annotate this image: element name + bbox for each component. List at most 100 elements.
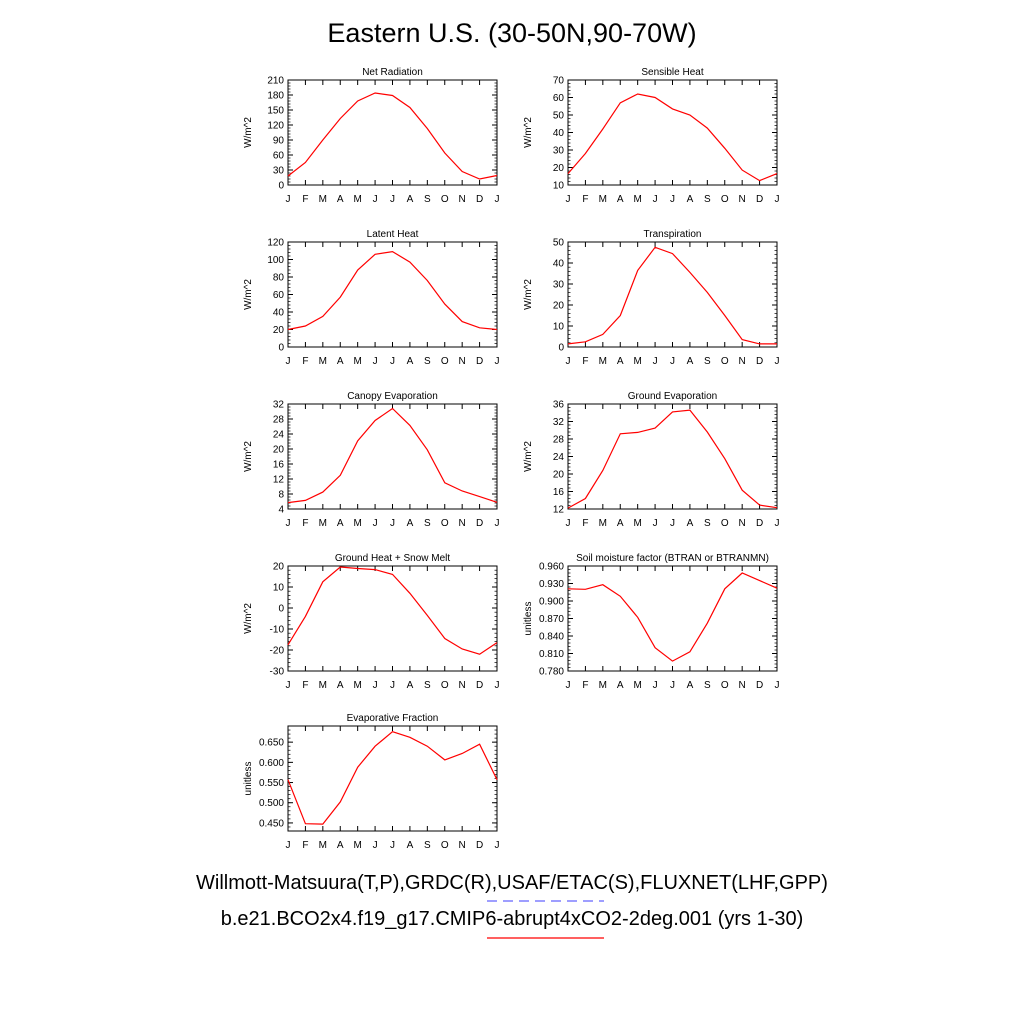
x-tick-label: J	[653, 518, 658, 529]
x-tick-label: A	[687, 194, 694, 205]
x-tick-label: J	[653, 680, 658, 691]
x-tick-label: A	[407, 518, 414, 529]
x-tick-label: M	[633, 194, 641, 205]
x-tick-label: A	[407, 840, 414, 851]
x-tick-label: S	[704, 194, 711, 205]
x-tick-label: A	[337, 840, 344, 851]
x-tick-label: J	[286, 840, 291, 851]
x-tick-label: O	[441, 680, 449, 691]
y-tick-label: 90	[273, 136, 285, 147]
x-tick-label: A	[337, 194, 344, 205]
panel-frame	[567, 565, 778, 672]
panel-title: Net Radiation	[362, 67, 423, 78]
x-tick-label: N	[739, 680, 746, 691]
x-tick-label: M	[319, 356, 327, 367]
x-tick-label: D	[476, 518, 483, 529]
y-tick-label: 0.900	[539, 597, 564, 608]
y-tick-label: 30	[553, 146, 565, 157]
y-tick-label: 8	[278, 490, 284, 501]
y-tick-label: -10	[270, 625, 285, 636]
y-tick-label: 20	[273, 562, 285, 573]
x-tick-label: N	[459, 840, 466, 851]
x-tick-label: S	[424, 194, 431, 205]
x-tick-label: A	[337, 518, 344, 529]
x-tick-label: D	[756, 194, 763, 205]
x-tick-label: M	[319, 518, 327, 529]
x-tick-label: F	[302, 518, 308, 529]
x-tick-label: M	[599, 356, 607, 367]
x-tick-label: O	[721, 356, 729, 367]
y-tick-label: 0.840	[539, 632, 564, 643]
y-tick-label: 30	[553, 280, 565, 291]
x-tick-label: A	[617, 680, 624, 691]
y-axis-label: W/m^2	[523, 279, 534, 310]
x-tick-label: J	[566, 194, 571, 205]
x-tick-label: A	[337, 680, 344, 691]
series-line	[287, 407, 498, 504]
x-tick-label: A	[687, 356, 694, 367]
x-tick-label: F	[582, 356, 588, 367]
y-tick-label: 80	[273, 273, 285, 284]
panel-ground-heat-snow-melt: Ground Heat + Snow Melt W/m^2 -30 -20 -10 0 10…	[243, 553, 500, 691]
x-tick-label: N	[739, 518, 746, 529]
x-tick-label: A	[687, 680, 694, 691]
x-tick-label: S	[704, 356, 711, 367]
y-tick-label: 0	[278, 604, 284, 615]
y-tick-label: 16	[273, 460, 285, 471]
x-tick-label: O	[441, 356, 449, 367]
x-tick-label: A	[407, 680, 414, 691]
y-tick-label: 60	[273, 151, 285, 162]
x-tick-label: D	[756, 680, 763, 691]
x-tick-label: J	[775, 680, 780, 691]
x-tick-label: D	[756, 518, 763, 529]
y-tick-label: 24	[273, 430, 285, 441]
panel-title: Canopy Evaporation	[347, 391, 438, 402]
y-axis-label: W/m^2	[523, 117, 534, 148]
y-axis-label: W/m^2	[243, 603, 254, 634]
x-tick-label: D	[476, 194, 483, 205]
x-tick-label: J	[286, 194, 291, 205]
x-tick-label: M	[319, 680, 327, 691]
x-tick-label: J	[390, 840, 395, 851]
x-tick-label: F	[302, 356, 308, 367]
y-tick-label: 28	[553, 435, 565, 446]
x-tick-label: J	[670, 194, 675, 205]
y-tick-label: 0.500	[259, 798, 284, 809]
legend-model-text: b.e21.BCO2x4.f19_g17.CMIP6-abrupt4xCO2-2…	[220, 908, 804, 930]
panel-title: Transpiration	[644, 229, 702, 240]
x-tick-label: A	[407, 356, 414, 367]
x-tick-label: J	[286, 356, 291, 367]
x-tick-label: A	[407, 194, 414, 205]
panel-frame	[287, 241, 498, 348]
y-tick-label: 20	[553, 470, 565, 481]
series-line	[567, 409, 778, 509]
legend-obs-text: Willmott-Matsuura(T,P),GRDC(R),USAF/ETAC…	[196, 872, 828, 894]
x-tick-label: J	[670, 518, 675, 529]
x-tick-label: J	[775, 194, 780, 205]
y-axis-label: unitless	[243, 762, 254, 796]
x-tick-label: J	[566, 518, 571, 529]
x-tick-label: M	[599, 194, 607, 205]
x-tick-label: J	[390, 680, 395, 691]
x-tick-label: M	[353, 840, 361, 851]
x-tick-label: J	[495, 840, 500, 851]
x-tick-label: J	[390, 356, 395, 367]
y-tick-label: 0.930	[539, 579, 564, 590]
x-tick-label: J	[566, 356, 571, 367]
x-tick-label: J	[286, 518, 291, 529]
y-tick-label: 60	[553, 93, 565, 104]
x-tick-label: M	[319, 840, 327, 851]
x-tick-label: M	[353, 356, 361, 367]
y-tick-label: 70	[553, 76, 565, 87]
x-tick-label: F	[582, 518, 588, 529]
y-tick-label: 0	[558, 343, 564, 354]
y-tick-label: 20	[273, 445, 285, 456]
x-tick-label: J	[373, 518, 378, 529]
y-tick-label: 40	[553, 128, 565, 139]
y-tick-label: 20	[273, 325, 285, 336]
panel-frame	[287, 565, 498, 672]
y-tick-label: 100	[267, 255, 284, 266]
